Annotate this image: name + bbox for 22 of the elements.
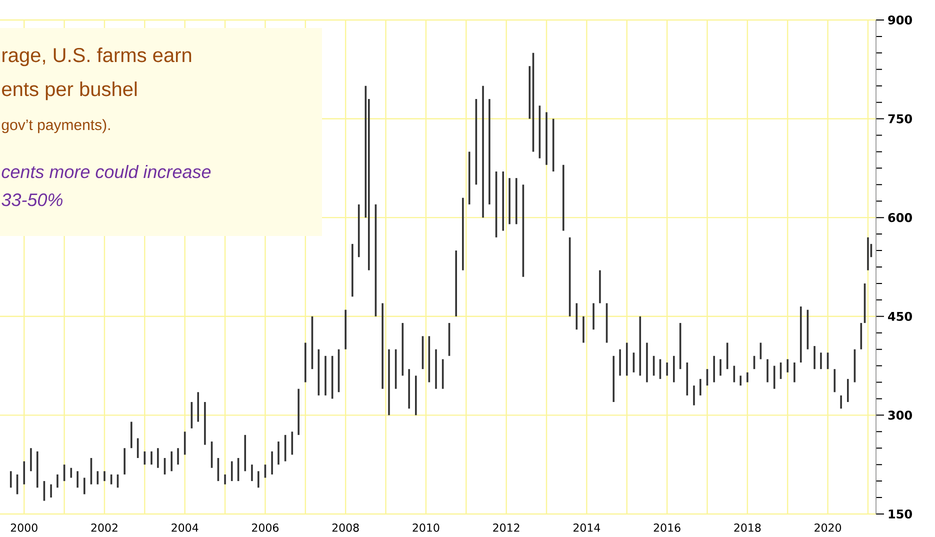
y-tick-label: 300: [888, 410, 912, 420]
x-tick-label: 2000: [10, 523, 38, 532]
x-tick-label: 2012: [493, 523, 520, 532]
x-tick-label: 2008: [332, 523, 359, 532]
annotation: ents per bushel: [2, 81, 137, 100]
x-tick-label: 2018: [734, 523, 761, 532]
y-tick-label: 750: [888, 114, 912, 124]
x-tick-label: 2020: [814, 523, 842, 532]
x-tick-label: 2016: [654, 523, 680, 532]
y-tick-label: 150: [888, 509, 912, 519]
x-tick-label: 2002: [91, 523, 118, 532]
x-tick-label: 2010: [412, 523, 440, 532]
x-tick-label: 2004: [172, 523, 198, 532]
y-tick-label: 900: [888, 15, 912, 25]
annotation: rage, U.S. farms earn: [2, 48, 192, 66]
x-tick-label: 2006: [252, 523, 279, 532]
x-tick-label: 2014: [574, 523, 600, 532]
y-tick-label: 600: [888, 213, 912, 222]
annotation: gov’t payments).: [2, 119, 110, 134]
annotation: cents more could increase: [2, 164, 211, 178]
annotation: 33-50%: [2, 193, 62, 206]
y-tick-label: 450: [888, 312, 912, 321]
